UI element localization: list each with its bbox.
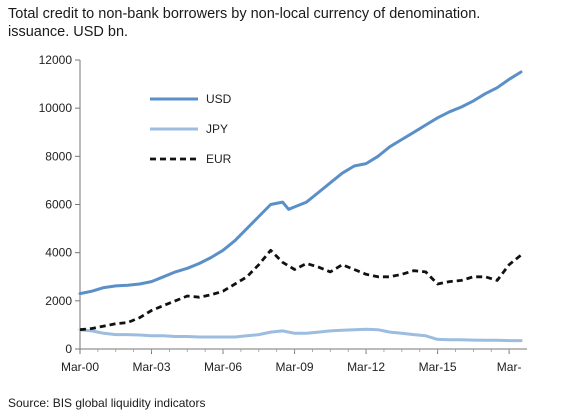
x-tick-label: Mar-03 [133, 360, 171, 374]
x-tick-label: Mar-00 [61, 360, 99, 374]
legend-label-jpy: JPY [206, 122, 228, 136]
legend-label-eur: EUR [206, 152, 232, 166]
y-tick-label: 10000 [39, 101, 73, 115]
chart-title: Total credit to non-bank borrowers by no… [8, 6, 481, 40]
x-tick-label: Mar-12 [347, 360, 385, 374]
y-tick-label: 6000 [45, 198, 72, 212]
series-line-usd [78, 70, 523, 296]
series-layer [78, 70, 523, 343]
y-tick-label: 4000 [45, 246, 72, 260]
series-line-jpy [78, 327, 523, 343]
x-tick-label: Mar-15 [419, 360, 457, 374]
y-tick-label: 8000 [45, 149, 72, 163]
y-tick-label: 2000 [45, 294, 72, 308]
x-tick-label: Mar-06 [204, 360, 242, 374]
y-tick-label: 12000 [39, 53, 73, 67]
x-tick-label: Mar-09 [276, 360, 314, 374]
source-note: Source: BIS global liquidity indicators [8, 396, 206, 410]
series-line-eur [79, 248, 522, 332]
y-tick-label: 0 [65, 342, 72, 356]
legend: USD JPY EUR [150, 92, 232, 166]
y-axis: 0 2000 4000 6000 8000 10000 12000 [39, 53, 81, 356]
x-axis: Mar-00 Mar-03 Mar-06 Mar-09 Mar-12 Mar-15 Mar- [61, 348, 527, 374]
legend-label-usd: USD [206, 92, 232, 106]
x-tick-label: Mar- [497, 360, 522, 374]
line-chart: 0 2000 4000 6000 8000 10000 12000 Mar-00 Mar-03… [39, 53, 527, 374]
